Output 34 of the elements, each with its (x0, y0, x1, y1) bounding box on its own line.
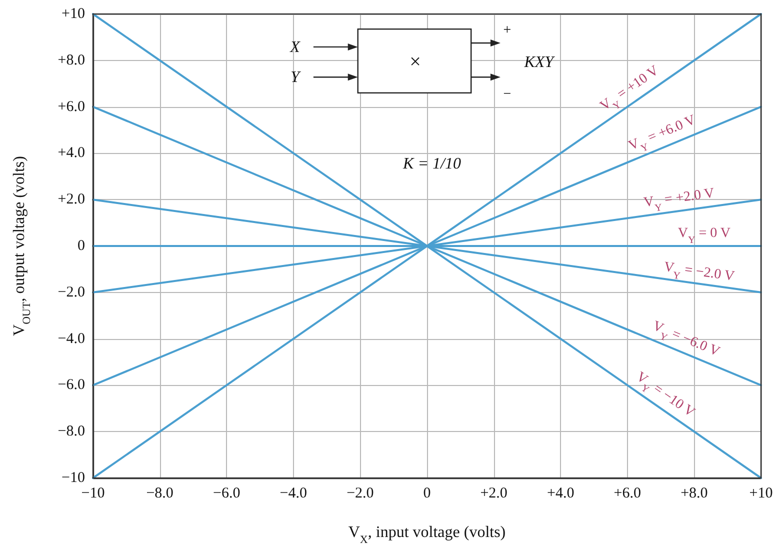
annotation: X (289, 38, 302, 56)
x-tick-label: −4.0 (280, 486, 308, 502)
text: V$_{Y}$ = +6.0 V (626, 112, 698, 154)
annotation: − (503, 86, 512, 102)
annotation: × (410, 51, 421, 74)
x-tick-label: −2.0 (346, 486, 374, 502)
x-axis-title: V$_{X}$, input voltage (volts) (348, 524, 506, 545)
annotation: KXY (523, 54, 556, 71)
y-tick-label: +2.0 (58, 192, 85, 208)
annotation: + (503, 22, 512, 38)
x-tick-label: −10 (81, 486, 105, 502)
x-tick-label: +8.0 (680, 486, 708, 502)
annotation: K = 1/10 (402, 155, 461, 172)
y-tick-label: 0 (78, 238, 85, 254)
x-tick-label: −6.0 (212, 486, 240, 502)
y-tick-label: −10 (62, 470, 85, 486)
y-tick-label: −4.0 (58, 330, 85, 347)
x-tick-label: −8.0 (146, 486, 174, 502)
x-tick-label: 0 (423, 486, 431, 502)
annotation: Y (290, 68, 302, 86)
y-tick-label: +8.0 (58, 52, 85, 68)
y-tick-label: +6.0 (58, 98, 85, 115)
y-tick-label: +10 (62, 6, 85, 22)
x-tick-label: +2.0 (480, 486, 508, 502)
series-label: V$_{Y}$ = 0 V (678, 226, 731, 246)
text: V$_{Y}$ = −2.0 V (662, 260, 736, 285)
x-tick-label: +4.0 (546, 486, 574, 502)
y-tick-label: +4.0 (58, 145, 85, 162)
x-tick-label: +6.0 (614, 486, 642, 502)
text: V$_{Y}$ = +2.0 V (642, 186, 716, 214)
y-tick-label: −6.0 (58, 377, 85, 394)
y-tick-label: −8.0 (58, 424, 85, 440)
y-tick-label: −2.0 (58, 284, 85, 300)
x-tick-label: +10 (749, 486, 773, 502)
